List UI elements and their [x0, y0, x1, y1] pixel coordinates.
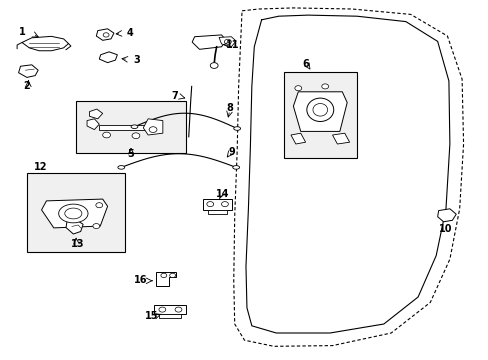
Circle shape — [159, 307, 165, 312]
Circle shape — [206, 202, 213, 207]
Text: 12: 12 — [34, 162, 47, 172]
Text: 6: 6 — [302, 59, 308, 69]
Polygon shape — [99, 52, 117, 63]
Circle shape — [221, 202, 228, 207]
Polygon shape — [22, 36, 68, 51]
Ellipse shape — [59, 204, 88, 223]
Ellipse shape — [233, 127, 240, 130]
Text: 3: 3 — [133, 55, 140, 65]
Text: 1: 1 — [19, 27, 25, 37]
Text: 13: 13 — [70, 239, 84, 249]
Text: 9: 9 — [228, 147, 235, 157]
Text: 16: 16 — [134, 275, 147, 285]
Polygon shape — [192, 35, 226, 49]
Bar — [27, 173, 124, 252]
Polygon shape — [219, 37, 236, 47]
Ellipse shape — [131, 125, 138, 129]
Text: 15: 15 — [144, 311, 158, 321]
Ellipse shape — [306, 98, 333, 122]
Polygon shape — [293, 92, 346, 131]
Text: 14: 14 — [216, 189, 229, 199]
Circle shape — [96, 203, 102, 208]
Bar — [283, 72, 356, 158]
Ellipse shape — [118, 166, 124, 169]
Polygon shape — [332, 133, 349, 144]
Circle shape — [132, 133, 140, 139]
Circle shape — [210, 63, 218, 68]
Polygon shape — [19, 65, 38, 77]
Polygon shape — [156, 272, 176, 286]
Ellipse shape — [312, 104, 327, 116]
Circle shape — [169, 273, 175, 278]
Circle shape — [321, 84, 328, 89]
Circle shape — [161, 273, 166, 278]
Text: 2: 2 — [23, 81, 30, 91]
Text: 5: 5 — [127, 149, 134, 159]
Text: 8: 8 — [226, 103, 233, 113]
Text: 10: 10 — [438, 224, 452, 234]
Polygon shape — [203, 199, 232, 210]
Bar — [76, 101, 185, 153]
Text: 4: 4 — [126, 28, 133, 39]
Polygon shape — [143, 119, 163, 135]
Circle shape — [149, 127, 157, 132]
Circle shape — [175, 307, 182, 312]
Polygon shape — [87, 119, 99, 130]
Polygon shape — [437, 209, 455, 222]
Polygon shape — [96, 29, 114, 40]
Text: 7: 7 — [171, 91, 178, 102]
Circle shape — [224, 39, 231, 44]
Polygon shape — [41, 199, 107, 228]
Polygon shape — [159, 314, 181, 318]
Polygon shape — [66, 220, 83, 234]
Circle shape — [103, 33, 109, 37]
Circle shape — [93, 224, 100, 229]
Polygon shape — [207, 210, 227, 214]
Polygon shape — [154, 305, 185, 314]
Circle shape — [294, 86, 301, 91]
Text: 11: 11 — [225, 40, 239, 50]
Ellipse shape — [232, 166, 239, 169]
Circle shape — [102, 132, 110, 138]
Polygon shape — [89, 109, 102, 119]
Polygon shape — [290, 133, 305, 144]
Ellipse shape — [64, 208, 82, 219]
Polygon shape — [99, 125, 153, 130]
